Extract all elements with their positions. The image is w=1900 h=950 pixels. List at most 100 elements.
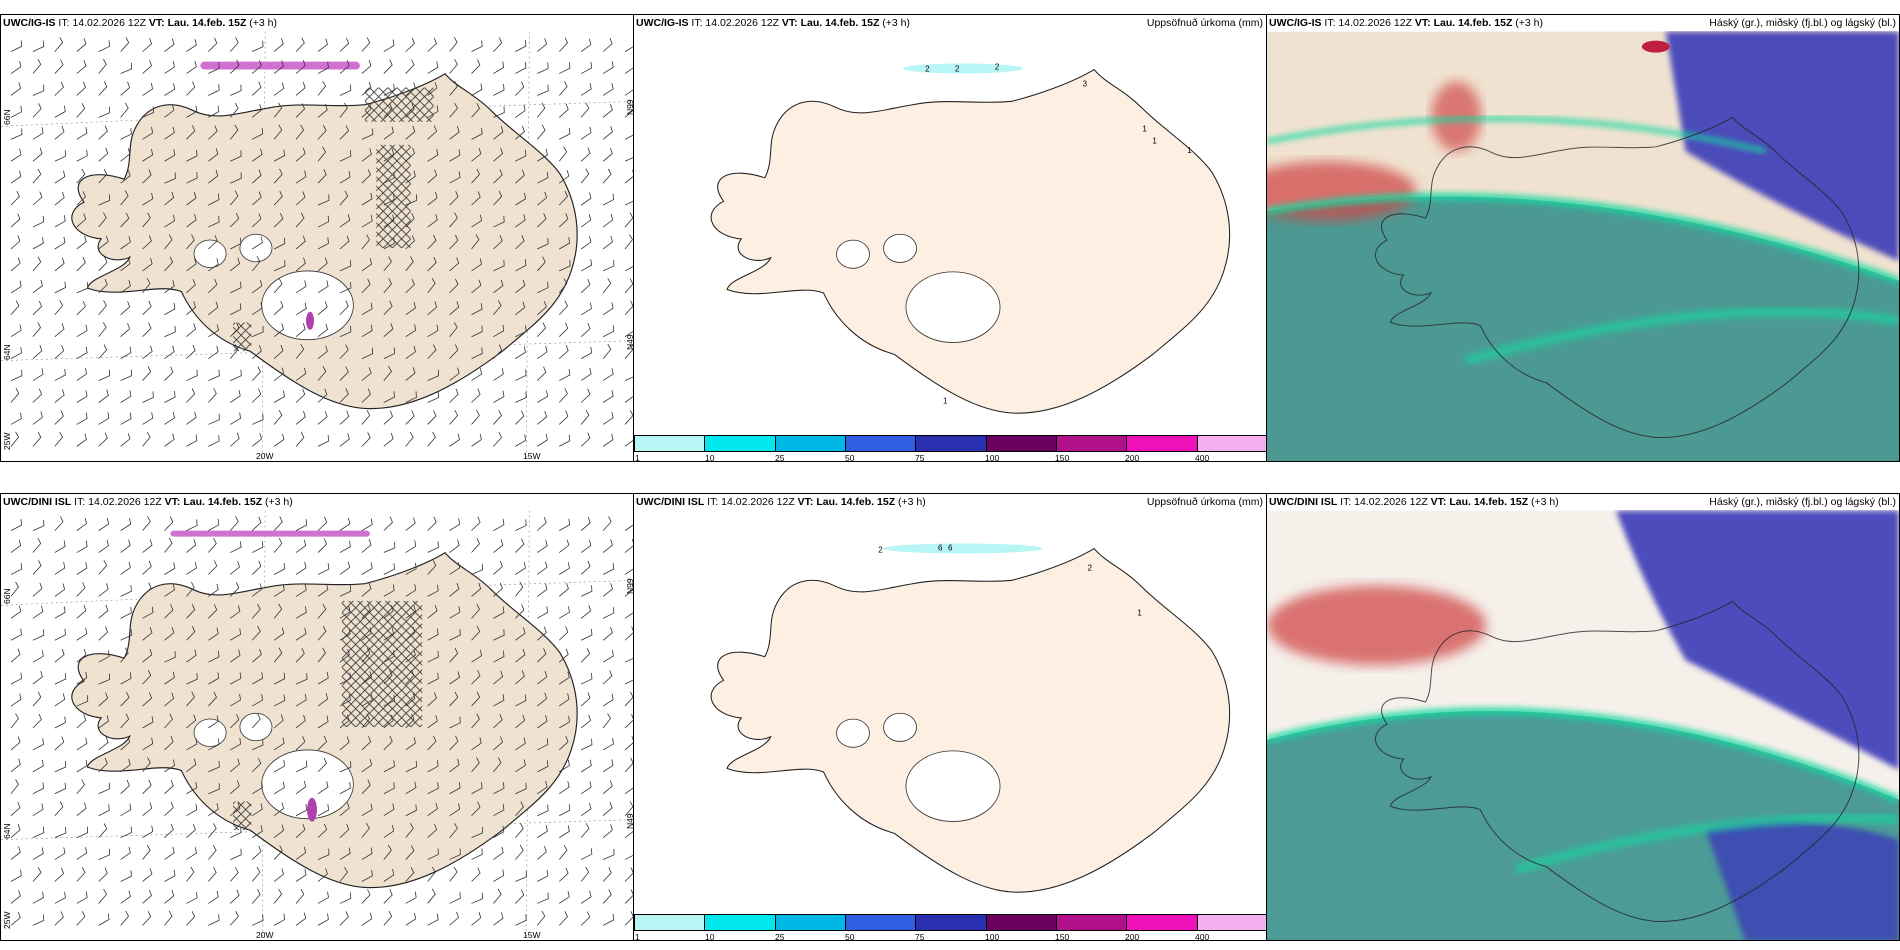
wind-barb [33, 148, 42, 161]
wind-barb [55, 693, 65, 706]
wind-barb [55, 783, 66, 794]
wind-barb [11, 673, 22, 685]
wind-barb [581, 561, 590, 575]
map-panel-wind-bottom: UWC/DINI ISL IT: 14.02.2026 12Z VT: Lau.… [0, 493, 634, 941]
wind-barb [252, 867, 260, 881]
wind-barb [537, 540, 547, 553]
wind-barb [11, 301, 19, 315]
wind-barb [559, 911, 567, 925]
wind-barb [340, 85, 351, 96]
legend-tick: 25 [775, 453, 784, 462]
wind-barb [450, 540, 460, 553]
wind-barb [55, 37, 63, 51]
wind-barb [99, 107, 110, 118]
wind-barb [11, 912, 20, 925]
wind-barb [559, 323, 568, 337]
wind-barb [11, 370, 22, 381]
wind-barb [581, 648, 589, 662]
wind-barb [296, 38, 304, 52]
wind-barb [581, 823, 589, 837]
wind-barb [472, 912, 481, 925]
wind-barb [472, 564, 483, 575]
wind-barb [55, 126, 64, 139]
wind-barb [384, 433, 393, 446]
wind-barb [208, 891, 218, 903]
wind-barb [581, 848, 592, 859]
wind-barb [186, 519, 197, 530]
wind-barb [77, 60, 86, 73]
wind-barb [274, 83, 284, 96]
wind-barb [362, 913, 372, 926]
wind-barb [559, 606, 569, 618]
wind-barb [230, 890, 239, 904]
wind-barb [274, 889, 281, 903]
wind-barb [603, 694, 613, 706]
wind-barb [318, 411, 327, 424]
wind-barb [230, 37, 238, 51]
wind-barb [208, 823, 216, 837]
wind-barb [121, 103, 129, 117]
wind-barb [186, 562, 196, 574]
wind-barb [603, 83, 613, 95]
wind-barb [55, 82, 64, 96]
wind-barb [625, 301, 633, 315]
contour-label: 6 [938, 544, 943, 553]
panel-header: UWC/IG-IS IT: 14.02.2026 12Z VT: Lau. 14… [1269, 17, 1543, 29]
wind-barb [164, 538, 172, 552]
wind-barb [121, 128, 132, 139]
contour-label: 2 [995, 63, 1000, 72]
wind-barb [11, 235, 20, 249]
wind-barb [77, 605, 86, 618]
lat-label: 64N [2, 344, 12, 360]
wind-barb [186, 388, 194, 402]
wind-barb [208, 346, 218, 359]
wind-barb [77, 413, 87, 425]
wind-barb [428, 61, 438, 73]
wind-barb [99, 412, 109, 424]
wind-barb [164, 326, 175, 337]
wind-barb [450, 912, 459, 926]
wind-barb [384, 60, 392, 74]
wind-barb [296, 411, 305, 424]
legend-swatch [846, 436, 916, 451]
wind-barb [11, 432, 19, 446]
wind-barb [143, 60, 152, 73]
wind-barb [55, 717, 66, 728]
wind-barb [537, 805, 548, 816]
wind-barb [55, 215, 65, 227]
wind-barb [581, 389, 590, 403]
wind-barb [143, 890, 152, 904]
contour-label: 2 [955, 65, 960, 74]
map-panel-precip-bottom: UWC/DINI ISL IT: 14.02.2026 12Z VT: Lau.… [633, 493, 1267, 941]
wind-barb [559, 104, 568, 118]
wind-barb [143, 780, 152, 794]
wind-barb [515, 845, 523, 859]
wind-barb [515, 914, 526, 925]
wind-barb [99, 433, 108, 447]
wind-barb [77, 628, 87, 640]
wind-barb [143, 366, 151, 380]
wind-barb [143, 346, 153, 359]
wind-barb [55, 432, 63, 446]
wind-barb [537, 870, 547, 882]
wind-barb [55, 606, 65, 618]
wind-barb [559, 435, 570, 447]
wind-barb [252, 367, 260, 381]
cloud-map [1267, 510, 1899, 941]
wind-barb [493, 870, 503, 882]
wind-barb [33, 782, 44, 793]
wind-barb [33, 892, 43, 904]
wind-barb [164, 562, 174, 574]
legend-tick: 200 [1125, 453, 1139, 462]
wind-barb [55, 192, 64, 205]
legend-tick: 50 [845, 453, 854, 462]
wind-barb [603, 516, 611, 530]
wind-barb [384, 889, 392, 903]
wind-barb [581, 673, 592, 684]
wind-barb [515, 562, 525, 574]
wind-barb [77, 347, 87, 359]
wind-barb [77, 562, 87, 574]
wind-barb [537, 846, 546, 859]
wind-barb [537, 390, 547, 402]
wind-barb [77, 867, 85, 881]
